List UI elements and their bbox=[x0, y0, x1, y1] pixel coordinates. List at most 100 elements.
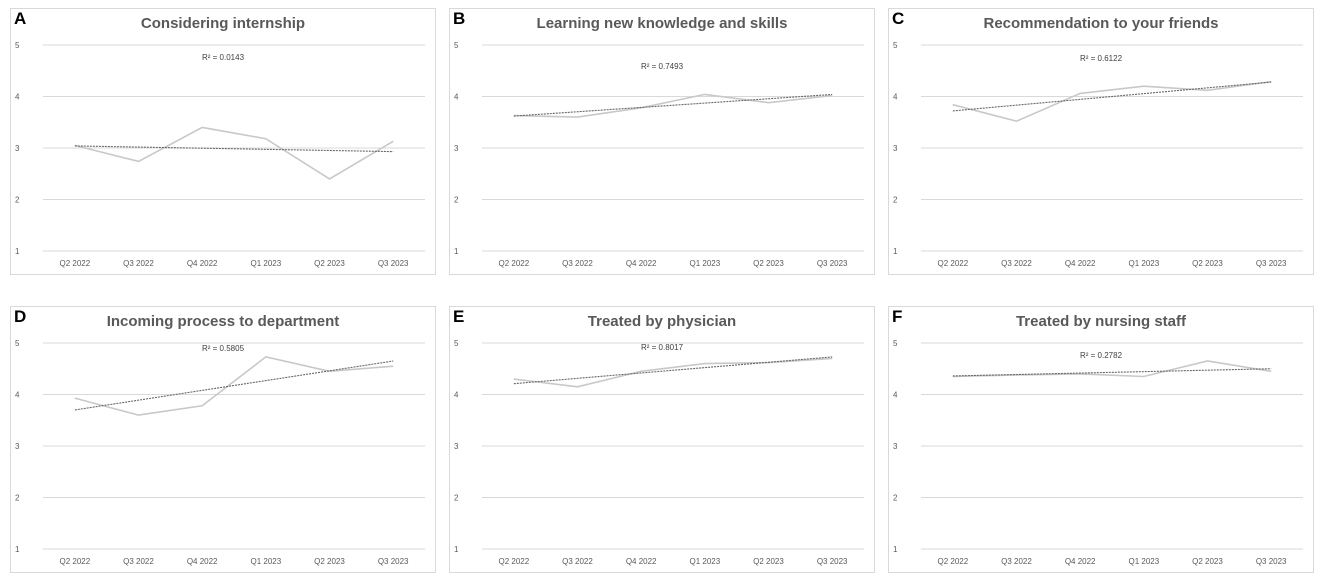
x-tick-label: Q1 2023 bbox=[689, 557, 720, 566]
y-tick-label: 1 bbox=[893, 545, 898, 554]
x-tick-label: Q3 2022 bbox=[562, 557, 593, 566]
y-tick-label: 4 bbox=[15, 93, 20, 102]
chart-panel-a: A Considering internship R² = 0.0143 1 2 3… bbox=[10, 8, 436, 275]
r-squared-label: R² = 0.6122 bbox=[1079, 54, 1123, 63]
x-tick-label: Q2 2023 bbox=[1192, 259, 1223, 268]
x-tick-label: Q1 2023 bbox=[250, 557, 281, 566]
y-tick-label: 3 bbox=[454, 442, 459, 451]
trendline bbox=[513, 93, 833, 117]
y-tick-label: 5 bbox=[893, 41, 898, 50]
x-tick-label: Q2 2022 bbox=[59, 259, 90, 268]
chart-panel-b: B Learning new knowledge and skills R² =… bbox=[449, 8, 875, 275]
chart-panel-e: E Treated by physician R² = 0.8017 1 2 3 4 5… bbox=[449, 306, 875, 573]
x-tick-label: Q2 2022 bbox=[59, 557, 90, 566]
chart-panel-c: C Recommendation to your friends R² = 0.… bbox=[888, 8, 1314, 275]
y-tick-label: 3 bbox=[893, 442, 898, 451]
x-tick-label: Q3 2023 bbox=[1256, 259, 1287, 268]
y-tick-label: 3 bbox=[454, 144, 459, 153]
x-tick-label: Q2 2022 bbox=[498, 259, 529, 268]
r-squared-label: R² = 0.0143 bbox=[201, 53, 245, 62]
y-tick-label: 4 bbox=[893, 391, 898, 400]
y-tick-label: 4 bbox=[454, 93, 459, 102]
series-line bbox=[513, 357, 833, 388]
chart-title: Incoming process to department bbox=[106, 313, 340, 330]
trendline bbox=[952, 81, 1272, 112]
chart-plot: 1 2 3 4 5 Q2 2022 Q3 2022 Q4 2022 Q1 2023 Q2 2023… bbox=[15, 41, 425, 268]
panel-letter: C bbox=[892, 9, 905, 28]
trendline bbox=[952, 368, 1272, 377]
y-tick-label: 4 bbox=[454, 391, 459, 400]
chart-plot: 1 2 3 4 5 Q2 2022 Q3 2022 Q4 2022 Q1 2023 Q2 2023… bbox=[454, 41, 864, 268]
x-tick-label: Q2 2022 bbox=[498, 557, 529, 566]
panel-letter: E bbox=[453, 307, 465, 326]
x-tick-label: Q4 2022 bbox=[187, 259, 218, 268]
panel-letter: D bbox=[14, 307, 27, 326]
x-tick-label: Q1 2023 bbox=[1128, 259, 1159, 268]
y-tick-label: 2 bbox=[454, 196, 459, 205]
y-tick-label: 5 bbox=[454, 41, 459, 50]
x-tick-label: Q4 2022 bbox=[626, 259, 657, 268]
r-squared-label: R² = 0.7493 bbox=[640, 62, 684, 71]
series-line bbox=[952, 360, 1272, 378]
chart-title: Considering internship bbox=[140, 15, 306, 32]
series-line bbox=[513, 93, 833, 118]
y-tick-label: 1 bbox=[893, 247, 898, 256]
x-tick-label: Q3 2023 bbox=[817, 259, 848, 268]
y-tick-label: 2 bbox=[15, 196, 20, 205]
r-squared-label: R² = 0.5805 bbox=[201, 344, 245, 353]
x-tick-label: Q2 2022 bbox=[937, 557, 968, 566]
trendline bbox=[74, 145, 394, 153]
x-tick-label: Q3 2023 bbox=[1256, 557, 1287, 566]
y-tick-label: 1 bbox=[15, 247, 20, 256]
y-tick-label: 5 bbox=[15, 339, 20, 348]
x-tick-label: Q1 2023 bbox=[1128, 557, 1159, 566]
x-tick-label: Q4 2022 bbox=[1065, 259, 1096, 268]
x-tick-label: Q4 2022 bbox=[1065, 557, 1096, 566]
y-tick-label: 1 bbox=[15, 545, 20, 554]
x-tick-label: Q1 2023 bbox=[250, 259, 281, 268]
x-tick-label: Q3 2023 bbox=[817, 557, 848, 566]
series-line bbox=[952, 80, 1272, 123]
x-tick-label: Q3 2023 bbox=[378, 259, 409, 268]
x-tick-label: Q2 2023 bbox=[1192, 557, 1223, 566]
y-tick-label: 5 bbox=[893, 339, 898, 348]
x-tick-label: Q3 2022 bbox=[1001, 557, 1032, 566]
x-tick-label: Q2 2023 bbox=[314, 557, 345, 566]
chart-title: Recommendation to your friends bbox=[983, 15, 1219, 32]
x-tick-label: Q3 2022 bbox=[562, 259, 593, 268]
chart-plot: 1 2 3 4 5 Q2 2022 Q3 2022 Q4 2022 Q1 2023 Q2 2023… bbox=[454, 339, 864, 566]
y-tick-label: 1 bbox=[454, 247, 459, 256]
x-tick-label: Q3 2022 bbox=[123, 259, 154, 268]
r-squared-label: R² = 0.2782 bbox=[1079, 351, 1123, 360]
x-tick-label: Q3 2023 bbox=[378, 557, 409, 566]
x-tick-label: Q4 2022 bbox=[626, 557, 657, 566]
chart-title: Treated by nursing staff bbox=[1015, 313, 1187, 330]
y-tick-label: 2 bbox=[454, 494, 459, 503]
y-tick-label: 2 bbox=[893, 196, 898, 205]
x-tick-label: Q3 2022 bbox=[1001, 259, 1032, 268]
y-tick-label: 5 bbox=[15, 41, 20, 50]
chart-plot: 1 2 3 4 5 Q2 2022 Q3 2022 Q4 2022 Q1 2023 Q2 2023… bbox=[893, 41, 1303, 268]
chart-title: Treated by physician bbox=[587, 313, 737, 330]
panel-letter: F bbox=[892, 307, 903, 326]
x-tick-label: Q1 2023 bbox=[689, 259, 720, 268]
trendline bbox=[74, 360, 394, 411]
chart-panel-f: F Treated by nursing staff R² = 0.2782 1… bbox=[888, 306, 1314, 573]
r-squared-label: R² = 0.8017 bbox=[640, 343, 684, 352]
y-tick-label: 4 bbox=[15, 391, 20, 400]
x-tick-label: Q2 2023 bbox=[753, 557, 784, 566]
panel-letter: A bbox=[14, 9, 27, 28]
y-tick-label: 4 bbox=[893, 93, 898, 102]
x-tick-label: Q2 2022 bbox=[937, 259, 968, 268]
y-tick-label: 2 bbox=[893, 494, 898, 503]
y-tick-label: 3 bbox=[15, 442, 20, 451]
y-tick-label: 1 bbox=[454, 545, 459, 554]
x-tick-label: Q2 2023 bbox=[314, 259, 345, 268]
y-tick-label: 2 bbox=[15, 494, 20, 503]
x-tick-label: Q2 2023 bbox=[753, 259, 784, 268]
chart-plot: 1 2 3 4 5 Q2 2022 Q3 2022 Q4 2022 Q1 2023 Q2 2023… bbox=[893, 339, 1303, 566]
x-tick-label: Q4 2022 bbox=[187, 557, 218, 566]
chart-title: Learning new knowledge and skills bbox=[536, 15, 788, 32]
series-line bbox=[74, 126, 394, 180]
trendline bbox=[513, 356, 833, 385]
